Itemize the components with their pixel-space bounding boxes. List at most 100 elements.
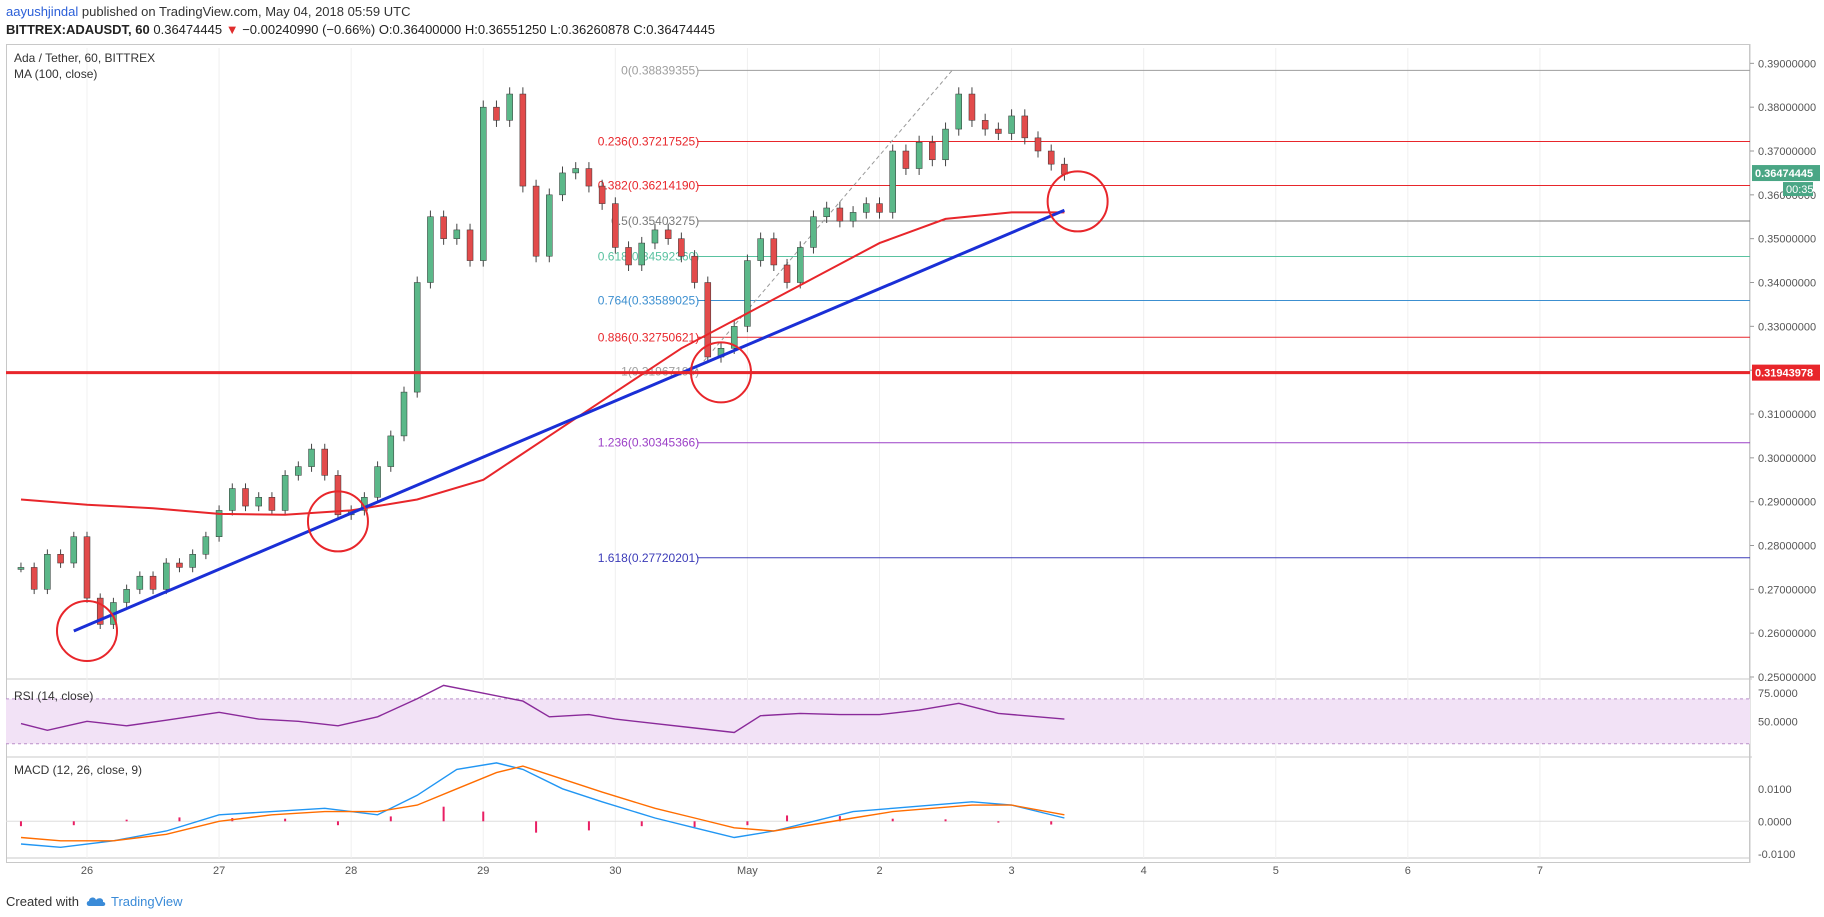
- macd-tick-label: -0.0100: [1758, 849, 1795, 861]
- candle-body: [321, 448, 328, 476]
- price-tick-label: 0.30000000: [1758, 453, 1816, 465]
- time-tick-label: 6: [1405, 865, 1411, 877]
- ma-indicator-label: MA (100, close): [14, 67, 97, 81]
- macd-tick-label: 0.0000: [1758, 816, 1792, 828]
- price-tick-label: 0.31000000: [1758, 409, 1816, 421]
- candle-body: [123, 589, 130, 603]
- candle-body: [1008, 115, 1015, 134]
- candle-body: [400, 391, 408, 437]
- publish-info: aayushjindal published on TradingView.co…: [6, 4, 410, 19]
- time-tick-label: 28: [345, 865, 357, 877]
- time-tick-label: 29: [477, 865, 489, 877]
- current-price-badge: [1752, 165, 1820, 182]
- candle-body: [981, 120, 989, 130]
- candle-body: [413, 282, 421, 393]
- price-tick-label: 0.39000000: [1758, 58, 1816, 70]
- candle-body: [704, 282, 712, 358]
- macd-histogram-bar: [838, 816, 841, 822]
- candle-body: [427, 216, 434, 283]
- candle-body: [612, 203, 619, 248]
- fib-level-label: 0.618(0.34592360): [598, 250, 699, 264]
- rsi-band: [6, 698, 1750, 744]
- highlight-circle: [1046, 170, 1109, 233]
- brand-name: TradingView: [110, 893, 183, 909]
- candle-body: [572, 168, 579, 174]
- candle-body: [691, 255, 698, 283]
- candle-body: [255, 497, 262, 507]
- candle-body: [915, 141, 923, 169]
- candle-body: [387, 435, 395, 467]
- candle-body: [678, 238, 685, 257]
- cloud-icon: [86, 897, 106, 906]
- candle-body: [30, 567, 38, 590]
- candle-body: [836, 207, 844, 222]
- signal-line: [20, 765, 1065, 842]
- macd-histogram-bar: [178, 817, 181, 822]
- author-link[interactable]: aayushjindal: [6, 4, 79, 19]
- candle-body: [281, 475, 289, 511]
- macd-histogram-bar: [336, 821, 339, 826]
- candle-body: [942, 128, 949, 161]
- price-tick-label: 0.25000000: [1758, 672, 1816, 684]
- highlight-circle: [306, 490, 369, 553]
- macd-histogram-bar: [442, 806, 445, 822]
- price-change: −0.00240990 (−0.66%): [242, 22, 376, 37]
- horizontal-price-label: 0.31943978: [1755, 368, 1813, 380]
- fib-level-label: 0.764(0.33589025): [598, 294, 699, 308]
- time-tick-label: 3: [1009, 865, 1015, 877]
- time-tick-label: 26: [81, 865, 93, 877]
- current-price-label: 0.36474445: [1755, 168, 1813, 180]
- candle-body: [532, 185, 540, 257]
- candle-body: [770, 238, 778, 266]
- tradingview-logo[interactable]: TradingView: [85, 894, 183, 909]
- time-tick-label: 7: [1537, 865, 1543, 877]
- candle-body: [83, 536, 91, 599]
- candle-body: [506, 93, 513, 121]
- rsi-pane-title: RSI (14, close): [14, 689, 93, 703]
- macd-histogram-bar: [944, 819, 947, 822]
- rsi-tick-label: 50.0000: [1758, 716, 1798, 728]
- price-tick-label: 0.38000000: [1758, 102, 1816, 114]
- countdown-label: 00:35: [1786, 184, 1814, 196]
- candle-body: [163, 562, 170, 590]
- macd-histogram-bar: [482, 811, 485, 822]
- candle-body: [466, 229, 474, 261]
- candle-body: [546, 194, 553, 257]
- candle-body: [1034, 137, 1042, 152]
- candle-body: [308, 448, 315, 467]
- candle-body: [810, 216, 817, 248]
- candle-body: [664, 229, 672, 239]
- price-tick-label: 0.35000000: [1758, 234, 1816, 246]
- macd-histogram-bar: [535, 821, 538, 833]
- candle-body: [440, 216, 447, 239]
- candle-body: [149, 575, 157, 590]
- macd-histogram-bar: [1050, 821, 1053, 825]
- candle-body: [625, 247, 632, 266]
- ohlc-values: O:0.36400000 H:0.36551250 L:0.36260878 C…: [378, 22, 715, 37]
- price-tick-label: 0.27000000: [1758, 584, 1816, 596]
- macd-histogram-bar: [746, 821, 749, 826]
- price-tick-label: 0.28000000: [1758, 541, 1816, 553]
- candle-body: [334, 475, 342, 516]
- candle-body: [1047, 150, 1055, 165]
- candle-body: [480, 106, 487, 261]
- fib-level-label: 0.236(0.37217525): [598, 134, 699, 148]
- price-tick-label: 0.33000000: [1758, 321, 1816, 333]
- fib-level-label: 1.236(0.30345366): [598, 436, 699, 450]
- price-tick-label: 0.26000000: [1758, 628, 1816, 640]
- time-tick-label: May: [737, 865, 758, 877]
- candle-body: [268, 497, 276, 511]
- candle-body: [44, 554, 51, 590]
- countdown-badge: [1783, 182, 1813, 197]
- horizontal-price-badge: [1752, 364, 1820, 381]
- fib-level-label: 0.886(0.32750621): [598, 330, 699, 344]
- price-tick-label: 0.29000000: [1758, 497, 1816, 509]
- time-tick-label: 2: [876, 865, 882, 877]
- footer: Created with TradingView: [6, 891, 183, 911]
- macd-tick-label: 0.0100: [1758, 784, 1792, 796]
- candle-body: [902, 150, 910, 169]
- rsi-tick-label: 75.0000: [1758, 688, 1798, 700]
- macd-histogram-bar: [125, 819, 128, 822]
- candle-body: [229, 488, 236, 511]
